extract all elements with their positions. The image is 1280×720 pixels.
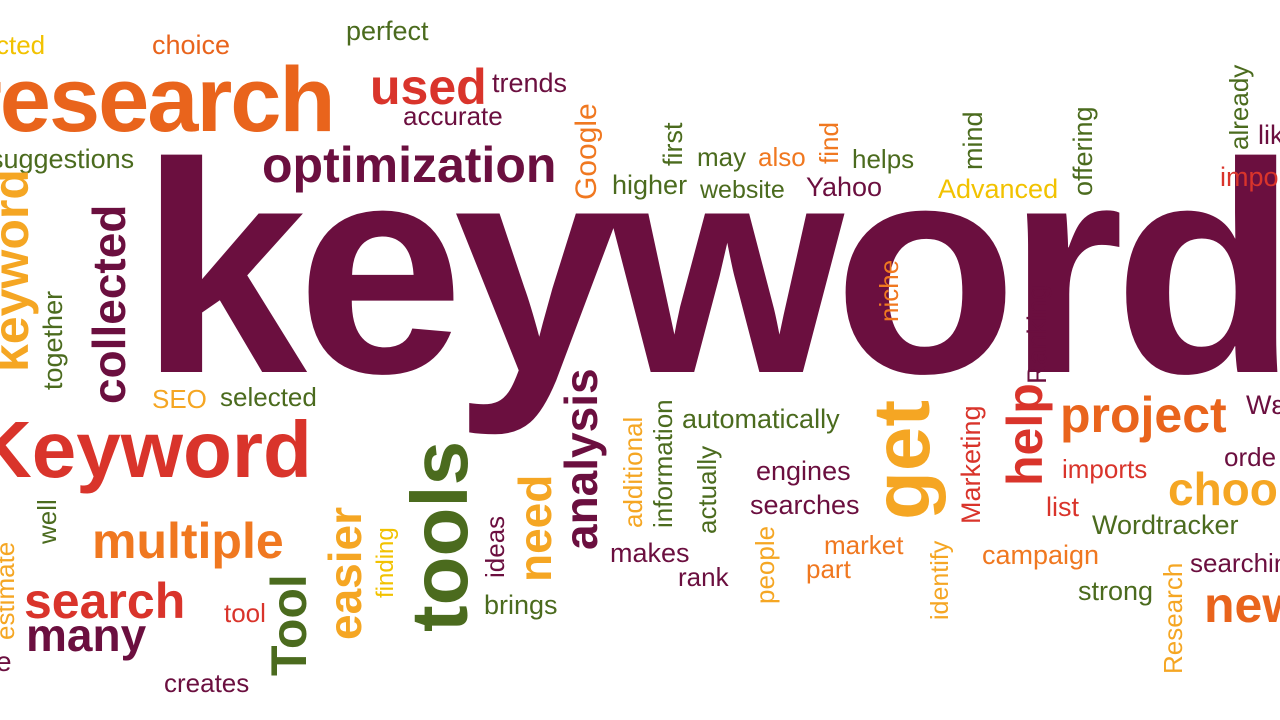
word-research: research xyxy=(0,49,336,151)
word-marketing: Marketing xyxy=(956,405,986,524)
word-website: website xyxy=(700,176,785,204)
word-trends: trends xyxy=(492,68,568,98)
word-tool-capital: Tool xyxy=(261,574,317,676)
word-identify: identify xyxy=(926,540,954,620)
word-e: e xyxy=(0,646,12,677)
word-offering: offering xyxy=(1068,106,1098,196)
word-niche: niche xyxy=(874,259,904,322)
word-engines: engines xyxy=(756,456,851,486)
word-yahoo: Yahoo xyxy=(806,172,883,202)
word-imports: imports xyxy=(1062,454,1148,484)
word-creates: creates xyxy=(164,668,250,698)
word-easier: easier xyxy=(319,506,371,640)
word-search: search xyxy=(24,573,186,629)
word-used: used xyxy=(370,59,487,115)
word-help: help xyxy=(997,383,1053,486)
word-optimization: optimization xyxy=(262,137,557,193)
word-strong: strong xyxy=(1078,576,1154,606)
word-searchin: searchin xyxy=(1190,548,1280,578)
word-collected: collected xyxy=(83,204,135,404)
word-searches: searches xyxy=(750,490,860,520)
word-well: well xyxy=(32,499,62,544)
word-seo: SEO xyxy=(152,384,207,414)
word-mind: mind xyxy=(958,111,988,170)
word-cted: cted xyxy=(0,30,46,60)
word-multiple: multiple xyxy=(92,513,284,569)
word-part: part xyxy=(806,554,851,584)
word-tool: tool xyxy=(224,598,266,628)
word-higher: higher xyxy=(612,170,688,200)
word-ideas: ideas xyxy=(480,515,510,578)
word-brings: brings xyxy=(484,590,558,620)
word-rank: rank xyxy=(678,562,729,592)
word-advanced: Advanced xyxy=(938,174,1059,204)
word-together: together xyxy=(38,290,68,390)
word-choice: choice xyxy=(152,30,231,60)
word-information: information xyxy=(648,399,678,528)
word-project: project xyxy=(1060,387,1227,443)
word-choo: choo xyxy=(1168,463,1278,515)
word-analysis: analysis xyxy=(555,368,607,550)
word-get: get xyxy=(857,400,946,520)
word-makes: makes xyxy=(610,538,690,568)
word-wordtracker: Wordtracker xyxy=(1092,510,1239,540)
word-we: Wε xyxy=(1246,390,1280,420)
word-perfect: perfect xyxy=(346,16,429,46)
word-already: already xyxy=(1224,64,1254,150)
word-research-vertical: Research xyxy=(1158,562,1188,674)
word-like: like xyxy=(1258,120,1280,150)
word-actually: actually xyxy=(692,445,722,534)
word-keyword: Keyword xyxy=(0,405,312,494)
word-additional: additional xyxy=(618,416,648,528)
word-orde: orde xyxy=(1224,442,1277,472)
word-selected: selected xyxy=(220,382,317,412)
word-helps: helps xyxy=(852,144,915,174)
word-people: people xyxy=(750,525,780,604)
word-may: may xyxy=(697,142,747,172)
word-find: find xyxy=(814,122,844,164)
word-many: many xyxy=(26,609,147,661)
word-google: Google xyxy=(570,103,603,200)
word-accurate: accurate xyxy=(403,101,503,131)
word-automatically: automatically xyxy=(682,404,840,434)
word-estimate: estimate xyxy=(0,541,20,640)
word-impo: impo xyxy=(1220,162,1279,192)
word-first: first xyxy=(658,122,688,167)
word-ranking: Ranking xyxy=(1022,284,1052,384)
word-market: market xyxy=(824,530,904,560)
word-keywords: keywords xyxy=(140,100,1280,436)
word-tools: tools xyxy=(395,440,484,632)
word-suggestions: suggestions xyxy=(0,144,135,174)
word-campaign: campaign xyxy=(982,540,1100,570)
word-need: need xyxy=(509,474,561,582)
word-list: list xyxy=(1046,492,1079,522)
word-keyword-vertical: keyword xyxy=(0,169,39,372)
word-also: also xyxy=(758,142,806,172)
word-finding: finding xyxy=(372,527,399,598)
word-new: new xyxy=(1204,577,1280,633)
